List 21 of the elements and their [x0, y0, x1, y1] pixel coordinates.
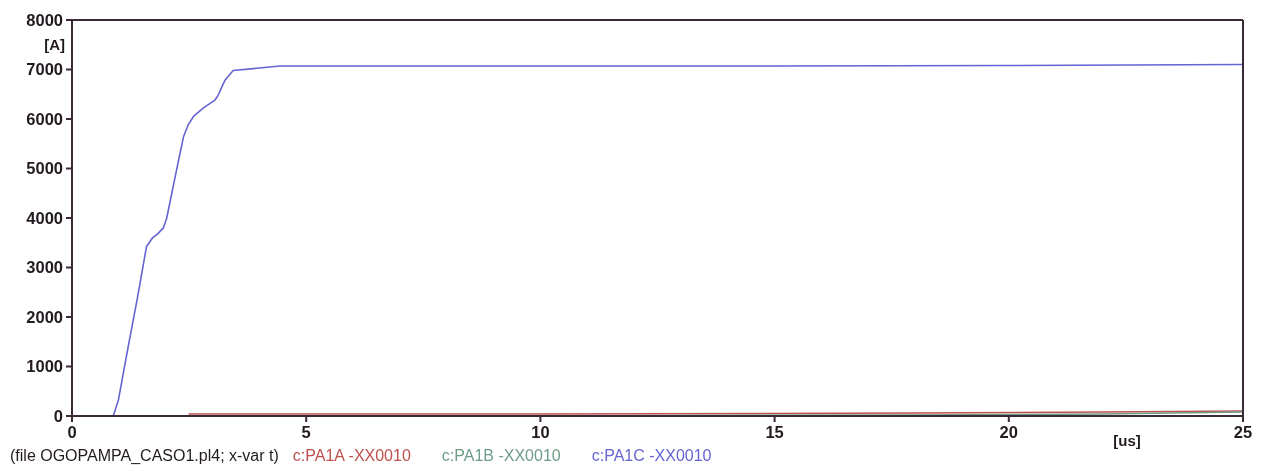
text: c:PA1C -XX0010	[591, 447, 712, 464]
x-axis-title: [us]	[1113, 432, 1141, 449]
y-tick-label: 5000	[26, 159, 63, 178]
y-tick-label: 2000	[26, 307, 63, 326]
y-tick-label: 4000	[26, 208, 63, 227]
x-tick-label: 25	[1233, 422, 1253, 441]
x-tick-label: 20	[999, 422, 1018, 441]
y-tick-label: 6000	[26, 109, 63, 128]
y-tick-label: 7000	[26, 60, 63, 79]
series-label: c:PA1B -XX0010	[441, 447, 561, 464]
y-tick-label: 0	[53, 406, 63, 425]
x-tick-label: 10	[531, 422, 550, 441]
text: c:PA1A -XX0010	[292, 447, 411, 464]
x-tick-label: 0	[67, 422, 77, 441]
text: (file OGOPAMPA_CASO1.pl4; x-var t)	[10, 447, 279, 464]
x-tick-label: 15	[765, 422, 784, 441]
x-tick-label: 5	[301, 422, 311, 441]
y-tick-label: 3000	[26, 258, 63, 277]
y-axis-title: [A]	[44, 36, 65, 53]
y-tick-label: 8000	[26, 10, 63, 29]
y-tick-label: 1000	[26, 357, 63, 376]
